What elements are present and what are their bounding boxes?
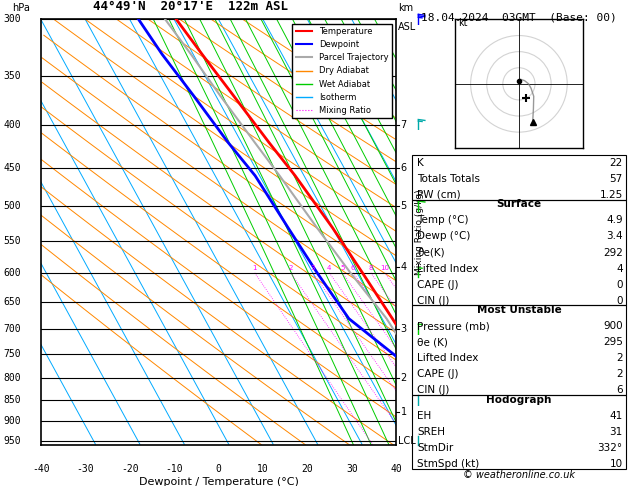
Text: θe(K): θe(K) (417, 247, 445, 258)
Text: Most Unstable: Most Unstable (477, 305, 561, 315)
Text: Pressure (mb): Pressure (mb) (417, 321, 490, 331)
Text: SREH: SREH (417, 427, 445, 437)
Text: 4: 4 (327, 265, 331, 271)
Text: 2: 2 (289, 265, 293, 271)
Text: 10: 10 (381, 265, 389, 271)
Text: kt: kt (458, 18, 467, 28)
Text: 41: 41 (610, 411, 623, 421)
Text: θe (K): θe (K) (417, 337, 448, 347)
Text: 2: 2 (401, 373, 407, 383)
Text: 300: 300 (4, 15, 21, 24)
Text: 20: 20 (301, 464, 313, 474)
Text: 950: 950 (4, 436, 21, 446)
Text: 800: 800 (4, 373, 21, 383)
Text: 6: 6 (616, 385, 623, 396)
Text: ASL: ASL (398, 21, 416, 32)
Text: -40: -40 (32, 464, 50, 474)
Text: 550: 550 (4, 236, 21, 246)
Text: CIN (J): CIN (J) (417, 385, 449, 396)
Text: 6: 6 (351, 265, 355, 271)
Text: 3: 3 (401, 324, 407, 334)
Text: 44°49'N  20°17'E  122m ASL: 44°49'N 20°17'E 122m ASL (92, 0, 287, 13)
Text: 8: 8 (369, 265, 373, 271)
Text: 3: 3 (311, 265, 315, 271)
Text: 4: 4 (616, 263, 623, 274)
Text: 7: 7 (401, 120, 407, 130)
Text: Surface: Surface (496, 199, 542, 209)
Text: 1: 1 (252, 265, 257, 271)
Text: Totals Totals: Totals Totals (417, 174, 480, 184)
Text: StmSpd (kt): StmSpd (kt) (417, 459, 479, 469)
Text: 30: 30 (346, 464, 358, 474)
Legend: Temperature, Dewpoint, Parcel Trajectory, Dry Adiabat, Wet Adiabat, Isotherm, Mi: Temperature, Dewpoint, Parcel Trajectory… (292, 24, 392, 118)
Text: 31: 31 (610, 427, 623, 437)
Text: 750: 750 (4, 349, 21, 360)
Text: CAPE (J): CAPE (J) (417, 369, 459, 380)
Text: Mixing Ratio (g/kg): Mixing Ratio (g/kg) (415, 189, 424, 275)
Text: 295: 295 (603, 337, 623, 347)
Text: 332°: 332° (598, 443, 623, 453)
Text: 5: 5 (401, 201, 407, 211)
Text: EH: EH (417, 411, 431, 421)
Text: 900: 900 (603, 321, 623, 331)
Text: Dewp (°C): Dewp (°C) (417, 231, 470, 242)
Text: 10: 10 (610, 459, 623, 469)
Text: 850: 850 (4, 395, 21, 405)
Text: Lifted Index: Lifted Index (417, 353, 479, 364)
Text: 650: 650 (4, 297, 21, 307)
Text: 0: 0 (216, 464, 221, 474)
Text: 57: 57 (610, 174, 623, 184)
Text: 292: 292 (603, 247, 623, 258)
Text: 4.9: 4.9 (606, 215, 623, 226)
Text: PW (cm): PW (cm) (417, 190, 460, 200)
Text: 600: 600 (4, 268, 21, 278)
Text: © weatheronline.co.uk: © weatheronline.co.uk (463, 470, 575, 480)
Text: LCL: LCL (398, 436, 416, 446)
Text: StmDir: StmDir (417, 443, 454, 453)
Text: 400: 400 (4, 120, 21, 130)
Text: 6: 6 (401, 163, 407, 173)
Text: 4: 4 (401, 262, 407, 272)
Text: 450: 450 (4, 163, 21, 173)
Text: CIN (J): CIN (J) (417, 295, 449, 306)
Text: 900: 900 (4, 416, 21, 426)
Text: 0: 0 (616, 279, 623, 290)
Text: km: km (398, 3, 413, 13)
Text: 18.04.2024  03GMT  (Base: 00): 18.04.2024 03GMT (Base: 00) (421, 12, 617, 22)
Text: 2: 2 (616, 353, 623, 364)
Text: Dewpoint / Temperature (°C): Dewpoint / Temperature (°C) (138, 477, 299, 486)
Text: 700: 700 (4, 324, 21, 334)
Text: hPa: hPa (13, 3, 30, 13)
Text: Temp (°C): Temp (°C) (417, 215, 469, 226)
Text: 3.4: 3.4 (606, 231, 623, 242)
Text: 1: 1 (401, 407, 407, 417)
Text: 40: 40 (391, 464, 402, 474)
Text: 500: 500 (4, 201, 21, 211)
Text: 10: 10 (257, 464, 269, 474)
Text: CAPE (J): CAPE (J) (417, 279, 459, 290)
Text: Hodograph: Hodograph (486, 395, 552, 405)
Text: 350: 350 (4, 71, 21, 81)
Text: Lifted Index: Lifted Index (417, 263, 479, 274)
Text: 0: 0 (616, 295, 623, 306)
Text: -30: -30 (77, 464, 94, 474)
Text: 2: 2 (616, 369, 623, 380)
Text: 1.25: 1.25 (599, 190, 623, 200)
Text: 5: 5 (340, 265, 345, 271)
Text: K: K (417, 158, 424, 168)
Text: -10: -10 (165, 464, 183, 474)
Text: 22: 22 (610, 158, 623, 168)
Text: -20: -20 (121, 464, 138, 474)
